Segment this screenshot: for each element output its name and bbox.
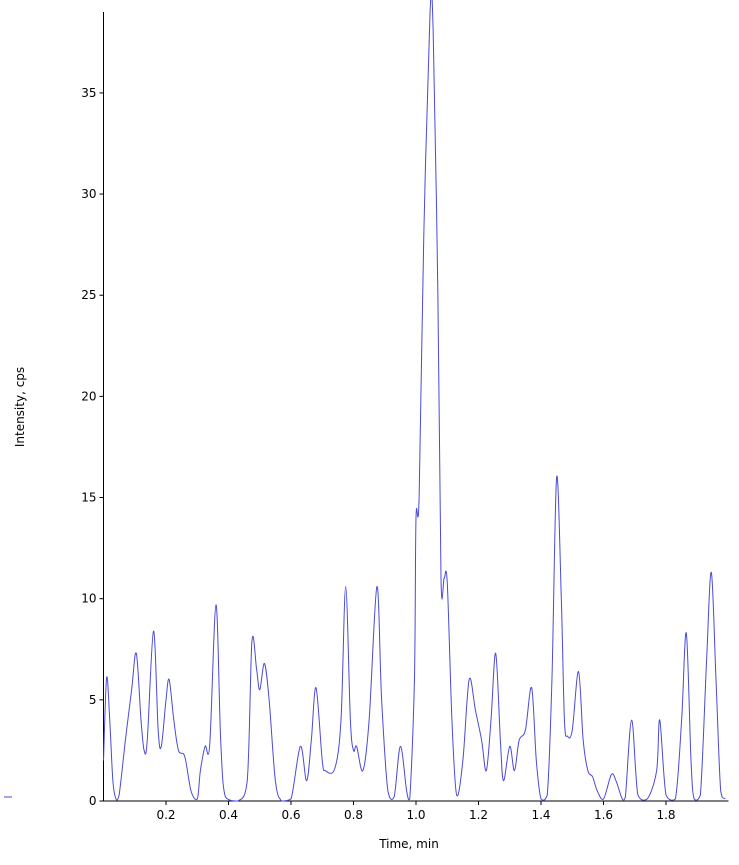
x-tick-label: 0.4 (219, 808, 238, 822)
y-tick-label: 20 (81, 389, 96, 403)
data-line (103, 0, 726, 802)
y-tick-label: 15 (81, 491, 96, 505)
x-tick-label: 1.6 (594, 808, 613, 822)
x-tick-label: 1.2 (469, 808, 488, 822)
x-tick-label: 0.6 (281, 808, 300, 822)
x-tick-label: 0.8 (344, 808, 363, 822)
x-axis-label: Time, min (378, 837, 439, 851)
x-tick-label: 1.8 (656, 808, 675, 822)
y-tick-label: 30 (81, 187, 96, 201)
y-tick-label: 0 (89, 794, 97, 808)
y-tick-label: 10 (81, 592, 96, 606)
x-tick-label: 0.2 (156, 808, 175, 822)
x-tick-label: 1.0 (406, 808, 425, 822)
y-tick-label: 5 (89, 693, 97, 707)
x-tick-label: 1.4 (531, 808, 550, 822)
y-tick-label: 25 (81, 288, 96, 302)
y-axis-label: Intensity, cps (13, 367, 27, 447)
y-tick-label: 35 (81, 86, 96, 100)
